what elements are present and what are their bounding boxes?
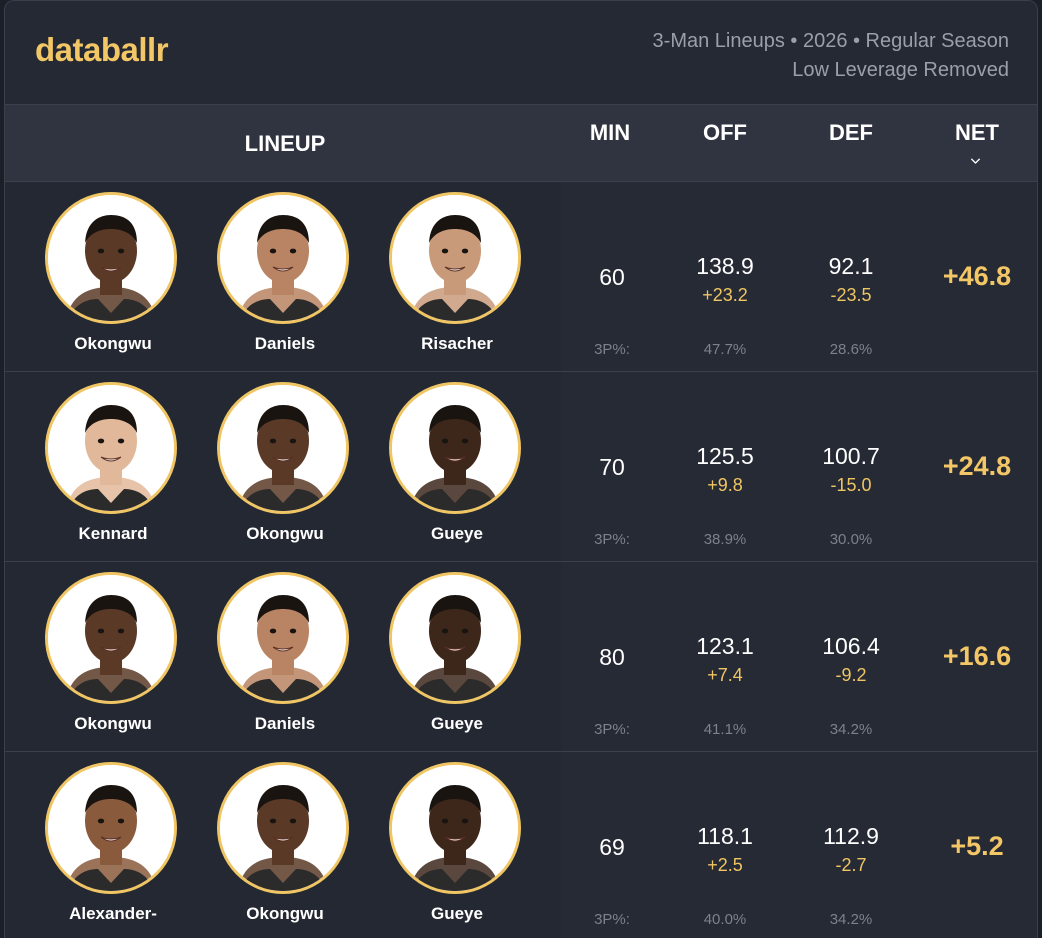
column-header-off[interactable]: OFF [703,120,747,145]
net-rating: +5.2 [950,831,1004,861]
player-name: Okongwu [74,334,152,353]
column-header-net[interactable]: NET [955,120,999,145]
player-name: Kennard [78,524,148,543]
def-rating: 92.1 [828,253,874,279]
subtitle-line-2: Low Leverage Removed [792,59,1009,81]
def-diff: -15.0 [830,475,872,495]
off-diff: +23.2 [702,285,748,305]
def-three-pt: 30.0% [829,531,873,548]
def-diff: -2.7 [835,855,867,875]
player-photo-2 [217,192,349,324]
min-value: 69 [599,834,625,860]
def-rating: 106.4 [822,633,880,659]
off-diff: +7.4 [707,665,743,685]
databallr-logo[interactable]: databallr [35,31,169,68]
player-photo-2 [217,382,349,514]
off-rating: 125.5 [696,443,754,469]
subtitle-line-1: 3-Man Lineups • 2026 • Regular Season [652,30,1009,52]
net-rating: +46.8 [942,261,1012,291]
def-diff: -23.5 [830,285,872,305]
table-row[interactable]: Okongwu Daniels Risacher 60 138.9 +23.2 … [5,182,1037,372]
player-photo-2 [217,572,349,704]
off-three-pt: 40.0% [703,911,747,928]
three-pt-label: 3P%: [594,911,630,928]
min-value: 80 [599,644,625,670]
min-value: 60 [599,264,625,290]
three-pt-label: 3P%: [594,531,630,548]
off-rating: 138.9 [696,253,754,279]
def-diff: -9.2 [835,665,867,685]
player-photo-1 [45,382,177,514]
def-rating: 100.7 [822,443,880,469]
def-three-pt: 34.2% [829,721,873,738]
net-rating: +16.6 [942,641,1012,671]
three-pt-label: 3P%: [594,721,630,738]
player-photo-3 [389,762,521,894]
player-name: Okongwu [246,524,324,543]
column-header-lineup: LINEUP [244,131,326,156]
player-photo-1 [45,572,177,704]
net-rating: +24.8 [942,451,1012,481]
off-rating: 118.1 [697,823,753,849]
column-header-min[interactable]: MIN [589,120,631,145]
player-photo-2 [217,762,349,894]
def-three-pt: 28.6% [829,341,873,358]
player-photo-3 [389,572,521,704]
top-bar: databallr 3-Man Lineups • 2026 • Regular… [5,1,1037,105]
def-rating: 112.9 [823,823,879,849]
player-name: Alexander- [69,904,157,923]
player-photo-1 [45,192,177,324]
table-header: LINEUP MIN OFF DEF NET [5,105,1037,182]
lineups-panel: databallr 3-Man Lineups • 2026 • Regular… [4,0,1038,938]
off-three-pt: 47.7% [703,341,747,358]
player-name: Daniels [254,714,316,733]
off-three-pt: 41.1% [703,721,747,738]
subtitle: 3-Man Lineups • 2026 • Regular Season Lo… [653,27,1009,85]
def-three-pt: 34.2% [829,911,873,928]
off-rating: 123.1 [696,633,754,659]
player-photo-3 [389,192,521,324]
player-photo-1 [45,762,177,894]
table-row[interactable]: Alexander- Okongwu Gueye 69 118.1 +2.5 1… [5,752,1037,938]
table-row[interactable]: Kennard Okongwu Gueye 70 125.5 +9.8 100.… [5,372,1037,562]
player-photo-3 [389,382,521,514]
player-name: Gueye [431,904,483,923]
table-row[interactable]: Okongwu Daniels Gueye 80 123.1 +7.4 106.… [5,562,1037,752]
player-name: Gueye [431,524,483,543]
min-value: 70 [599,454,625,480]
player-name: Okongwu [74,714,152,733]
off-three-pt: 38.9% [703,531,747,548]
chevron-down-icon[interactable] [971,157,980,166]
off-diff: +9.8 [707,475,743,495]
player-name: Okongwu [246,904,324,923]
column-header-def[interactable]: DEF [829,120,873,145]
player-name: Daniels [254,334,316,353]
player-name: Gueye [431,714,483,733]
three-pt-label: 3P%: [594,341,630,358]
off-diff: +2.5 [707,855,743,875]
player-name: Risacher [421,334,493,353]
